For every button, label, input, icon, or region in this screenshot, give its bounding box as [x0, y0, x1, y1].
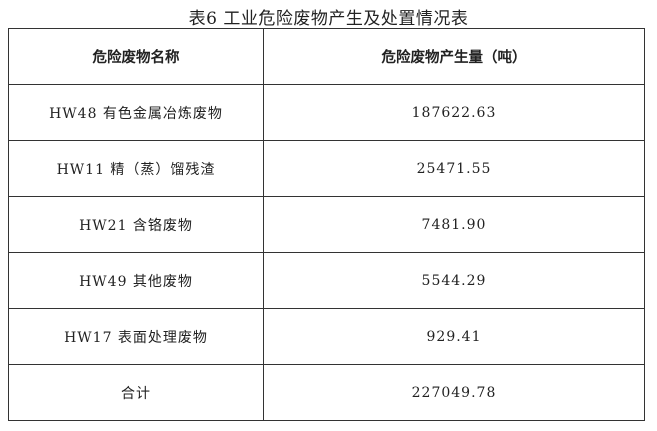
total-label: 合计 [8, 364, 264, 421]
table-caption: 表6 工业危险废物产生及处置情况表 [188, 9, 469, 29]
total-amount: 227049.78 [263, 364, 645, 421]
waste-amount: 929.41 [263, 308, 645, 365]
waste-name: HW11 精（蒸）馏残渣 [8, 140, 264, 197]
table-row: HW21 含铬废物 7481.90 [8, 196, 645, 253]
table-row: HW49 其他废物 5544.29 [8, 252, 645, 309]
table-row: HW17 表面处理废物 929.41 [8, 308, 645, 365]
table-row: HW48 有色金属冶炼废物 187622.63 [8, 84, 645, 141]
header-row: 危险废物名称 危险废物产生量（吨） [8, 28, 645, 85]
waste-amount: 7481.90 [263, 196, 645, 253]
hazardous-waste-table: 危险废物名称 危险废物产生量（吨） HW48 有色金属冶炼废物 187622.63… [8, 28, 645, 421]
header-amount: 危险废物产生量（吨） [263, 28, 645, 85]
waste-amount: 187622.63 [263, 84, 645, 141]
waste-amount: 5544.29 [263, 252, 645, 309]
waste-name: HW49 其他废物 [8, 252, 264, 309]
waste-amount: 25471.55 [263, 140, 645, 197]
waste-name: HW48 有色金属冶炼废物 [8, 84, 264, 141]
total-row: 合计 227049.78 [8, 364, 645, 421]
header-name: 危险废物名称 [8, 28, 264, 85]
waste-name: HW21 含铬废物 [8, 196, 264, 253]
table-row: HW11 精（蒸）馏残渣 25471.55 [8, 140, 645, 197]
waste-name: HW17 表面处理废物 [8, 308, 264, 365]
